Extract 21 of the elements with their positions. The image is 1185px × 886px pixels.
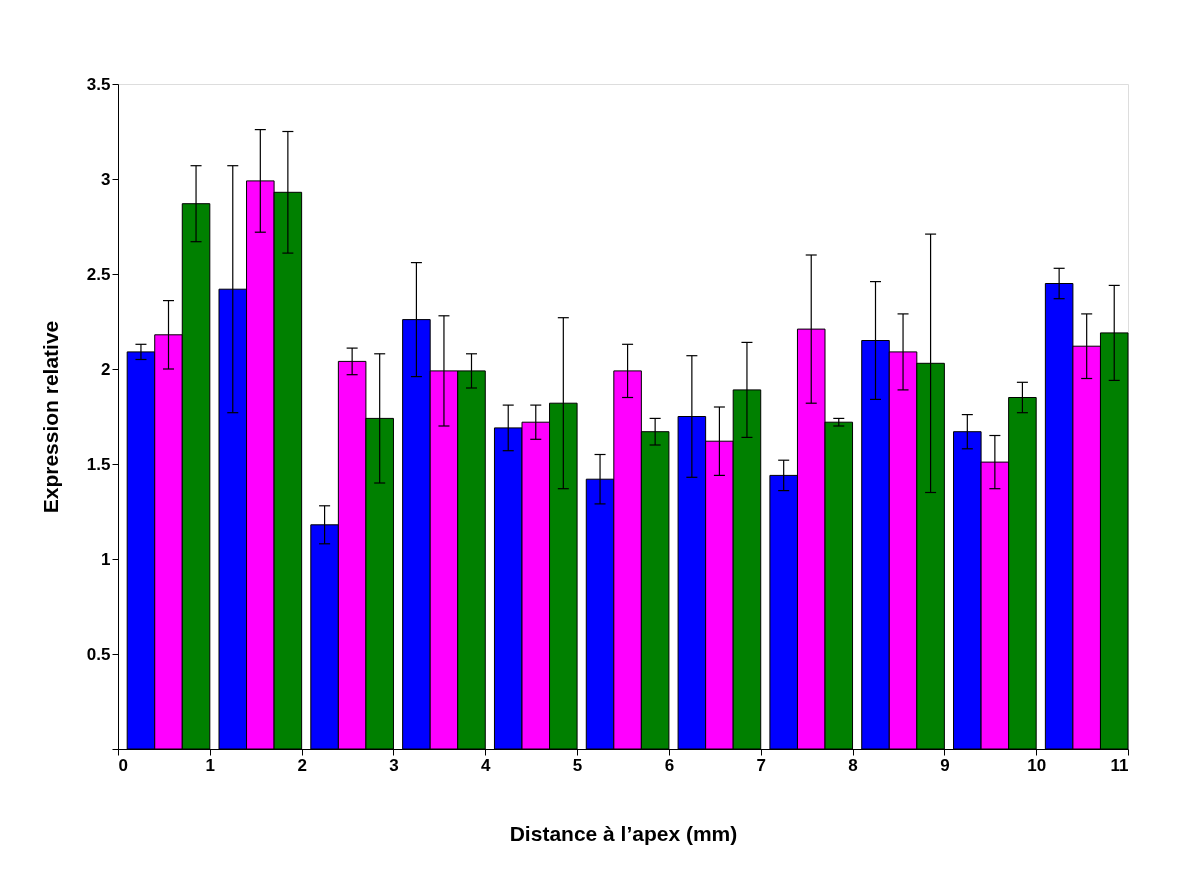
y-axis-title: Expression relative <box>38 320 62 514</box>
x-tick-label: 11 <box>1110 755 1129 775</box>
y-tick-label: 2 <box>101 359 111 379</box>
y-tick-label: 1.5 <box>86 454 111 474</box>
x-axis-title: Distance à l’apex (mm) <box>509 821 738 845</box>
x-tick-label: 7 <box>756 755 766 775</box>
y-tick-label: 1 <box>101 549 111 569</box>
y-tick-label: 0.5 <box>86 644 111 664</box>
x-tick-label: 4 <box>481 755 492 775</box>
x-tick-label: 6 <box>664 755 675 775</box>
x-tick-label: 8 <box>848 755 858 775</box>
x-tick-label: 3 <box>389 755 399 775</box>
y-tick-label: 2.5 <box>86 264 111 284</box>
y-tick-label: 3 <box>101 169 111 189</box>
x-tick-label: 1 <box>205 755 216 775</box>
x-tick-label: 5 <box>572 755 583 775</box>
y-tick-label: 3.5 <box>86 74 111 94</box>
x-tick-label: 2 <box>297 755 307 775</box>
x-tick-label: 0 <box>118 755 128 775</box>
x-tick-label: 9 <box>940 755 950 775</box>
x-tick-label: 10 <box>1027 755 1047 775</box>
